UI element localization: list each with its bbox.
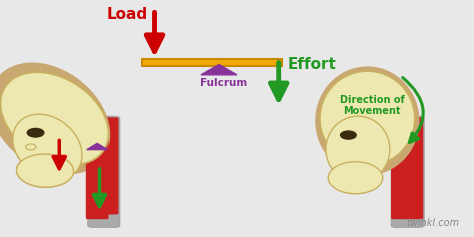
Ellipse shape	[326, 116, 390, 182]
Ellipse shape	[17, 154, 73, 187]
Polygon shape	[201, 64, 237, 75]
FancyBboxPatch shape	[88, 116, 120, 228]
FancyBboxPatch shape	[391, 116, 424, 228]
Ellipse shape	[27, 128, 45, 138]
Polygon shape	[87, 143, 108, 150]
Ellipse shape	[320, 71, 415, 166]
Ellipse shape	[17, 154, 73, 187]
Text: Fulcrum: Fulcrum	[200, 78, 247, 88]
FancyBboxPatch shape	[391, 117, 423, 219]
Ellipse shape	[13, 114, 82, 180]
Ellipse shape	[0, 72, 109, 165]
Ellipse shape	[13, 114, 82, 180]
Text: Load: Load	[106, 7, 147, 22]
Text: Effort: Effort	[287, 57, 336, 72]
Ellipse shape	[340, 130, 357, 140]
Ellipse shape	[0, 63, 110, 174]
Bar	[142, 59, 282, 66]
FancyArrowPatch shape	[403, 77, 423, 142]
Text: twinkl.com: twinkl.com	[407, 218, 460, 228]
Ellipse shape	[26, 144, 36, 150]
Text: Direction of
Movement: Direction of Movement	[340, 95, 404, 116]
Ellipse shape	[328, 162, 383, 194]
Ellipse shape	[0, 72, 109, 165]
Ellipse shape	[315, 66, 419, 175]
FancyBboxPatch shape	[86, 127, 109, 219]
FancyBboxPatch shape	[88, 117, 118, 214]
